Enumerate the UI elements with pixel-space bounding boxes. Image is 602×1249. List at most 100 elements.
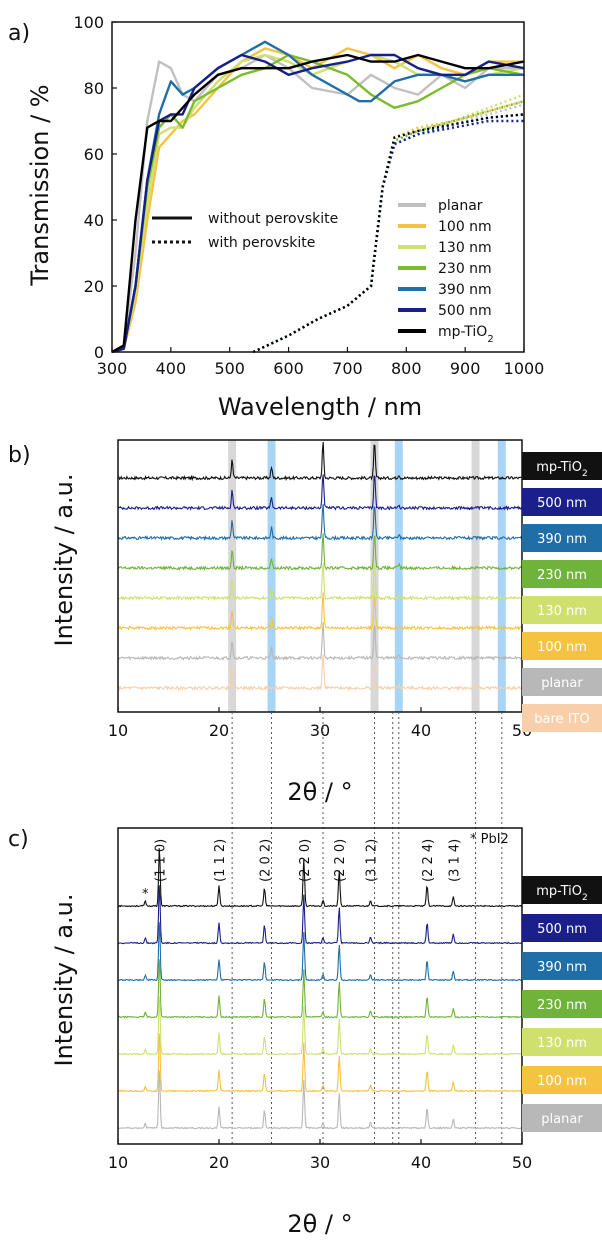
panel-a-xtick-label: 800 <box>391 359 422 378</box>
legend-390-nm: 390 nm <box>438 282 492 298</box>
panel-a-xtick-label: 500 <box>214 359 245 378</box>
panel-c-series-230-nm <box>117 959 523 1019</box>
panel-b-series-500-nm <box>117 474 523 512</box>
panel-c-xtick-label: 40 <box>411 1153 431 1172</box>
legend-with-perovskite: with perovskite <box>208 235 315 251</box>
panel-b-xtick-label: 10 <box>108 721 128 740</box>
panel-c-xtick-label: 30 <box>310 1153 330 1172</box>
panel-a-series-legend: planar 100 nm 130 nm 230 nm 390 nm 500 nm mp-T… <box>398 198 494 345</box>
panel-c-label-390-nm-tag <box>522 952 602 980</box>
panel-b-xtick-label: 20 <box>209 721 229 740</box>
panel-a-ytick-label: 80 <box>84 79 104 98</box>
panel-c-peak-label: (3 1 2) <box>365 839 380 882</box>
panel-c-label-mp-tio2: mp-TiO2 <box>536 884 588 903</box>
panel-a-ytick-label: 40 <box>84 211 104 230</box>
panel-a-style-legend: without perovskite with perovskite <box>152 211 338 251</box>
panel-c-xtick-label: 50 <box>512 1153 532 1172</box>
panel-c-label-130-nm: 130 nm <box>537 1036 587 1051</box>
reference-lines <box>231 712 503 1144</box>
panel-b-series-130-nm <box>117 562 523 602</box>
panel-b-label-bare-ito-tag <box>522 704 602 732</box>
panel-b-label-390-nm: 390 nm <box>537 532 587 547</box>
legend-100-nm: 100 nm <box>438 219 492 235</box>
panel-c-series-mp-tio2 <box>117 848 523 908</box>
panel-b-series-100-nm <box>117 592 523 631</box>
panel-c-series-planar <box>117 1070 522 1130</box>
panel-a-xtick-label: 600 <box>273 359 304 378</box>
panel-b-label-planar-tag <box>522 668 602 696</box>
series-mp-tio2-without <box>111 53 525 354</box>
panel-c-label-100-nm: 100 nm <box>537 1074 587 1089</box>
panel-c-series-390-nm <box>117 922 523 982</box>
panel-b-label-100-nm: 100 nm <box>537 640 587 655</box>
panel-b-xtick-label: 40 <box>411 721 431 740</box>
panel-a-ticks: 300 400 500 600 700 800 900 1000 0 20 40 60 80 100 <box>73 13 544 378</box>
panel-c-label-mp-tio2-tag <box>522 876 602 904</box>
panel-c: c) Intensity / a.u. 2θ / ° 10 20 30 40 50 (1… <box>8 827 602 1238</box>
series-mp-tio2-with <box>252 113 525 354</box>
legend-without-perovskite: without perovskite <box>208 211 338 227</box>
panel-c-peak-label: (2 0 2) <box>258 839 273 882</box>
panel-a-label: a) <box>8 21 30 46</box>
panel-c-label-500-nm-tag <box>522 914 602 942</box>
panel-b-label-230-nm: 230 nm <box>537 568 587 583</box>
panel-c-xlabel: 2θ / ° <box>287 1210 352 1238</box>
panel-b-label-390-nm-tag <box>522 524 602 552</box>
panel-a-xtick-label: 400 <box>156 359 187 378</box>
panel-c-label-planar-tag <box>522 1104 602 1132</box>
panel-c-label-390-nm: 390 nm <box>537 960 587 975</box>
panel-c-pbi2-note: * PbI2 <box>470 832 509 847</box>
panel-a-ytick-label: 20 <box>84 277 104 296</box>
legend-planar: planar <box>438 198 483 214</box>
legend-mp-tio2: mp-TiO2 <box>438 324 494 345</box>
panel-c-peak-label: (2 2 4) <box>421 839 436 882</box>
panel-a-ytick-label: 0 <box>94 343 104 362</box>
panel-b-label-mp-tio2-tag <box>522 452 602 480</box>
panel-b-series-mp-tio2 <box>117 441 523 482</box>
panel-b-highlight-bands <box>228 440 506 712</box>
panel-b-label-500-nm-tag <box>522 488 602 516</box>
panel-b-ylabel: Intensity / a.u. <box>50 474 78 647</box>
panel-b-label-230-nm-tag <box>522 560 602 588</box>
panel-c-peak-label: (3 1 4) <box>447 839 462 882</box>
panel-c-series-130-nm <box>117 996 522 1056</box>
panel-a-ylabel: Transmission / % <box>26 84 54 286</box>
panel-a-series <box>111 40 525 354</box>
panel-c-label-100-nm-tag <box>522 1066 602 1094</box>
panel-b-frame <box>117 439 523 713</box>
series-500-nm-without <box>111 53 525 354</box>
legend-230-nm: 230 nm <box>438 261 492 277</box>
panel-c-label-planar: planar <box>541 1112 583 1127</box>
panel-c-peak-label: (2 2 0) <box>298 839 313 882</box>
legend-130-nm: 130 nm <box>438 240 492 256</box>
panel-a-xtick-label: 1000 <box>504 359 545 378</box>
panel-c-pbi2-marker: * <box>142 887 149 902</box>
legend-500-nm: 500 nm <box>438 303 492 319</box>
panel-a-xtick-label: 900 <box>450 359 481 378</box>
panel-b-label-500-nm: 500 nm <box>537 496 587 511</box>
panel-c-series-500-nm <box>117 885 523 945</box>
panel-c-label-130-nm-tag <box>522 1028 602 1056</box>
panel-a-xtick-label: 300 <box>97 359 128 378</box>
panel-c-sample-labels: mp-TiO2 500 nm 390 nm 230 nm 130 nm 100 nm pla… <box>522 876 602 1132</box>
panel-c-peak-label: (2 2 0) <box>333 839 348 882</box>
panel-b-highlight-band <box>267 440 276 712</box>
panel-c-ticks: 10 20 30 40 50 <box>108 1139 532 1172</box>
panel-c-label: c) <box>8 827 29 852</box>
panel-a-ytick-label: 100 <box>73 13 104 32</box>
panel-b-label-100-nm-tag <box>522 632 602 660</box>
panel-c-peak-label: (1 1 0) <box>153 839 168 882</box>
series-100-nm-without <box>111 47 524 354</box>
panel-b-series <box>117 441 523 692</box>
panel-a-frame <box>111 21 525 353</box>
panel-b-label-130-nm-tag <box>522 596 602 624</box>
panel-a-xtick-label: 700 <box>332 359 363 378</box>
panel-c-xtick-label: 20 <box>209 1153 229 1172</box>
panel-b-highlight-band <box>370 440 379 712</box>
panel-c-label-230-nm: 230 nm <box>537 998 587 1013</box>
panel-b-xtick-label: 30 <box>310 721 330 740</box>
panel-c-peak-label: (1 1 2) <box>213 839 228 882</box>
panel-a-ytick-label: 60 <box>84 145 104 164</box>
